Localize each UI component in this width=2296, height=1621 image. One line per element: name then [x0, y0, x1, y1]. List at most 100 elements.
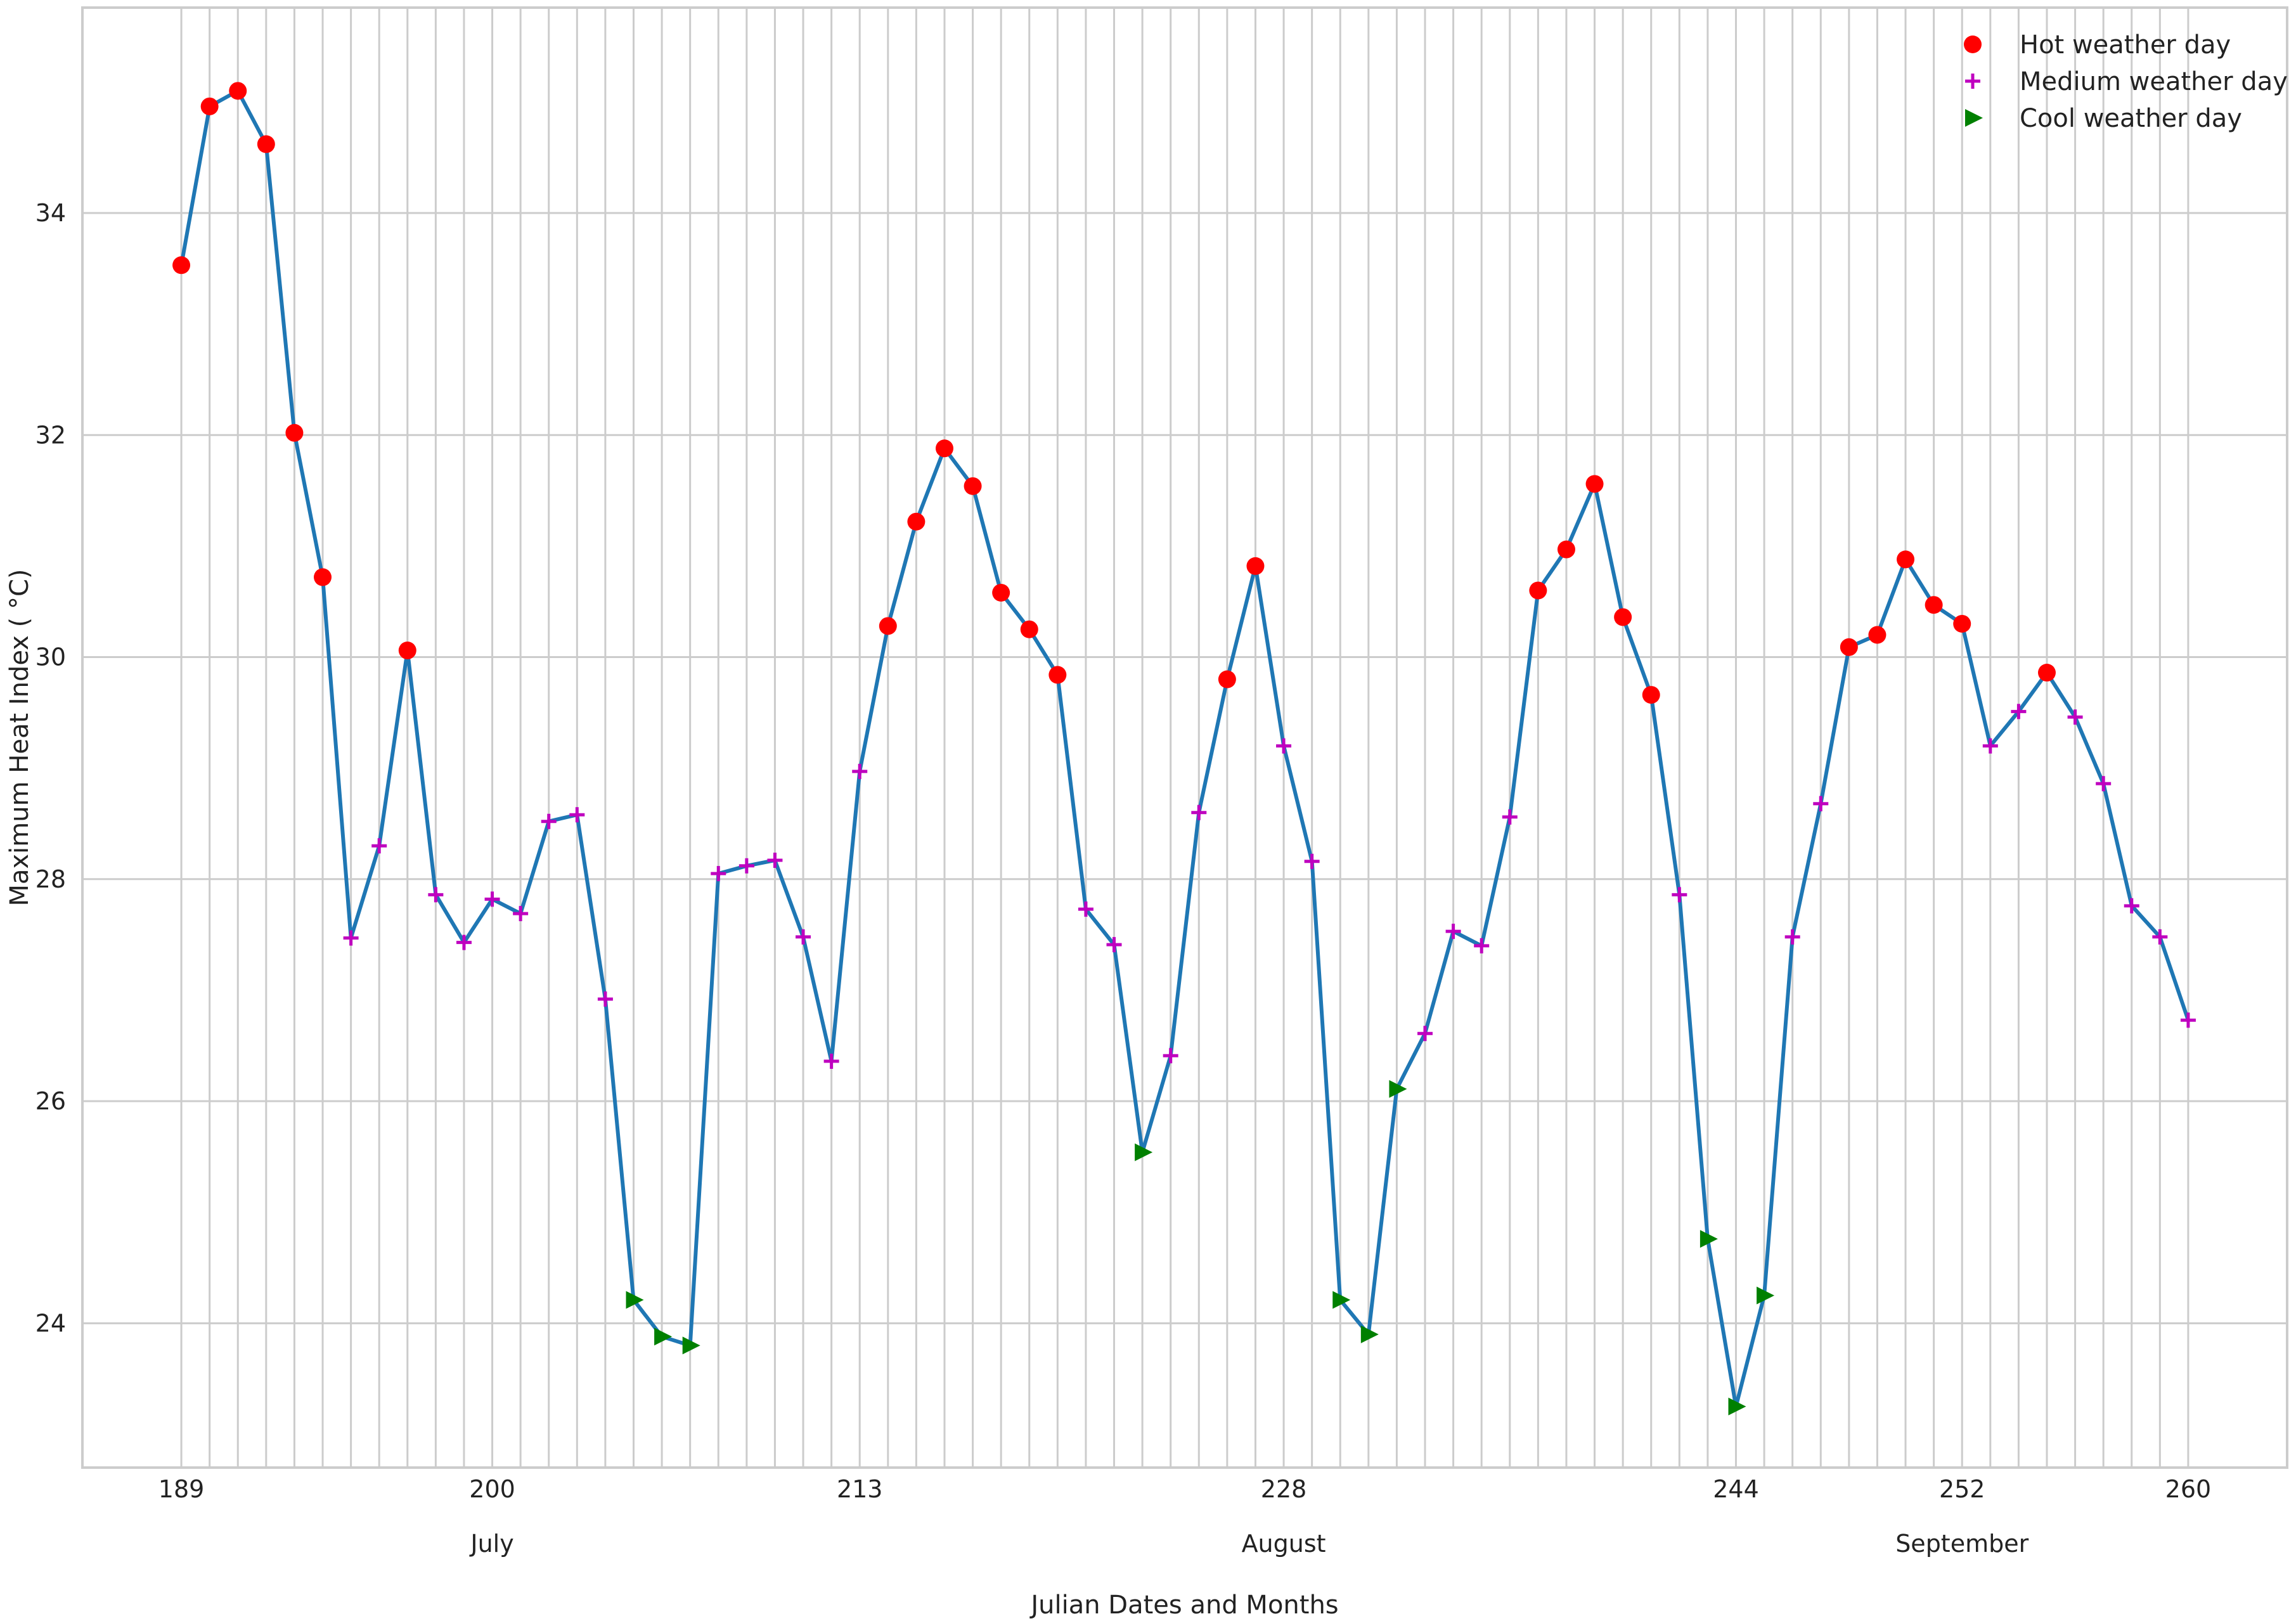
medium-day-point	[541, 813, 557, 829]
x-tick-label: 189	[158, 1475, 205, 1503]
medium-day-point	[1078, 901, 1093, 917]
hot-day-point	[1585, 475, 1604, 493]
month-label: September	[1895, 1530, 2028, 1558]
hot-day-point	[1953, 614, 1971, 633]
y-tick-label: 32	[35, 421, 66, 449]
medium-day-point	[1474, 938, 1490, 953]
hot-day-point	[1897, 550, 1915, 569]
cool-day-point	[682, 1336, 700, 1355]
hot-day-point	[200, 97, 219, 115]
legend: Hot weather day Medium weather day Cool we…	[1964, 30, 2288, 133]
medium-day-point	[767, 853, 783, 869]
medium-day-point	[1304, 853, 1320, 869]
medium-day-point	[1106, 937, 1122, 953]
x-tick-label: 260	[2165, 1475, 2212, 1503]
vertical-gridlines	[180, 8, 2190, 1468]
hot-day-point	[1218, 670, 1236, 688]
medium-day-point	[2180, 1012, 2196, 1028]
hot-day-point	[935, 439, 953, 458]
month-label: July	[469, 1530, 513, 1558]
hot-day-point	[1840, 638, 1858, 656]
y-tick-label: 34	[35, 199, 66, 227]
cool-day-point	[1360, 1325, 1379, 1343]
horizontal-gridlines	[82, 212, 2287, 1324]
medium-day-point	[2096, 776, 2112, 792]
hot-day-point	[964, 477, 982, 495]
hot-day-point	[1642, 686, 1660, 704]
cool-day-point	[1728, 1397, 1746, 1416]
medium-day-point	[1672, 887, 1687, 903]
y-axis-label: Maximum Heat Index ( °C)	[5, 569, 34, 906]
medium-day-point	[1445, 924, 1461, 940]
medium-day-point	[428, 887, 444, 903]
hot-day-point	[1246, 557, 1265, 575]
hot-day-point	[257, 135, 275, 153]
hot-day-point	[285, 423, 304, 442]
cool-day-point	[1757, 1286, 1775, 1305]
medium-day-point	[796, 929, 811, 945]
x-tick-labels: 189 200 213 228 244 252 260	[158, 1475, 2211, 1503]
medium-day-point	[1417, 1026, 1433, 1042]
legend-label-cool: Cool weather day	[2020, 104, 2242, 133]
medium-day-point	[1813, 796, 1829, 811]
medium-day-point	[2067, 709, 2083, 725]
hot-day-point	[879, 617, 897, 635]
cool-day-point	[1389, 1080, 1407, 1098]
x-tick-label: 228	[1261, 1475, 1307, 1503]
hot-day-point	[172, 256, 191, 274]
x-tick-label: 244	[1713, 1475, 1759, 1503]
hot-day-point	[1020, 620, 1038, 638]
hot-day-point	[907, 512, 925, 531]
hot-day-point	[1529, 581, 1547, 600]
medium-day-point	[1502, 809, 1518, 825]
medium-day-point	[738, 858, 754, 874]
hot-day-point	[1048, 666, 1067, 684]
medium-day-point	[597, 991, 613, 1007]
legend-label-hot: Hot weather day	[2020, 30, 2231, 60]
month-labels: July August September	[469, 1530, 2028, 1558]
y-tick-label: 24	[35, 1309, 66, 1337]
x-axis-label: Julian Dates and Months	[1029, 1591, 1338, 1620]
hot-day-point	[1868, 626, 1886, 644]
medium-day-point	[852, 763, 868, 779]
legend-marker-medium	[1965, 74, 1980, 89]
medium-day-point	[2124, 898, 2139, 914]
y-tick-label: 28	[35, 865, 66, 893]
hot-day-point	[229, 82, 247, 100]
hot-day-point	[398, 642, 416, 660]
heat-index-line	[179, 89, 2190, 1409]
medium-day-point	[823, 1054, 839, 1069]
medium-day-point	[1784, 929, 1800, 945]
legend-marker-hot	[1964, 36, 1982, 53]
medium-day-point	[343, 930, 359, 946]
medium-day-point	[711, 866, 726, 882]
y-tick-label: 26	[35, 1087, 66, 1115]
medium-day-point	[484, 891, 500, 907]
y-tick-labels: 24 26 28 30 32 34	[35, 199, 66, 1337]
x-tick-label: 200	[469, 1475, 515, 1503]
cool-day-point	[654, 1327, 673, 1346]
medium-day-point	[569, 807, 585, 823]
y-tick-label: 30	[35, 643, 66, 671]
hot-day-point	[314, 568, 332, 586]
data-markers	[172, 82, 2196, 1416]
hot-day-point	[992, 583, 1010, 602]
cool-day-point	[1135, 1143, 1153, 1161]
plot-frame	[81, 6, 2288, 1469]
cool-day-point	[626, 1291, 644, 1309]
medium-day-point	[513, 906, 529, 922]
hot-day-point	[1557, 540, 1575, 559]
medium-day-point	[1982, 738, 1998, 754]
month-label: August	[1242, 1530, 1326, 1558]
cool-day-point	[1332, 1291, 1351, 1309]
hot-day-point	[1614, 608, 1632, 626]
x-tick-label: 213	[837, 1475, 883, 1503]
medium-day-point	[456, 934, 472, 950]
medium-day-point	[1191, 804, 1207, 820]
x-tick-label: 252	[1939, 1475, 1985, 1503]
hot-day-point	[2037, 664, 2056, 682]
medium-day-point	[1163, 1048, 1178, 1064]
hot-day-point	[1925, 596, 1943, 614]
legend-label-medium: Medium weather day	[2020, 67, 2288, 96]
cool-day-point	[1699, 1230, 1718, 1248]
